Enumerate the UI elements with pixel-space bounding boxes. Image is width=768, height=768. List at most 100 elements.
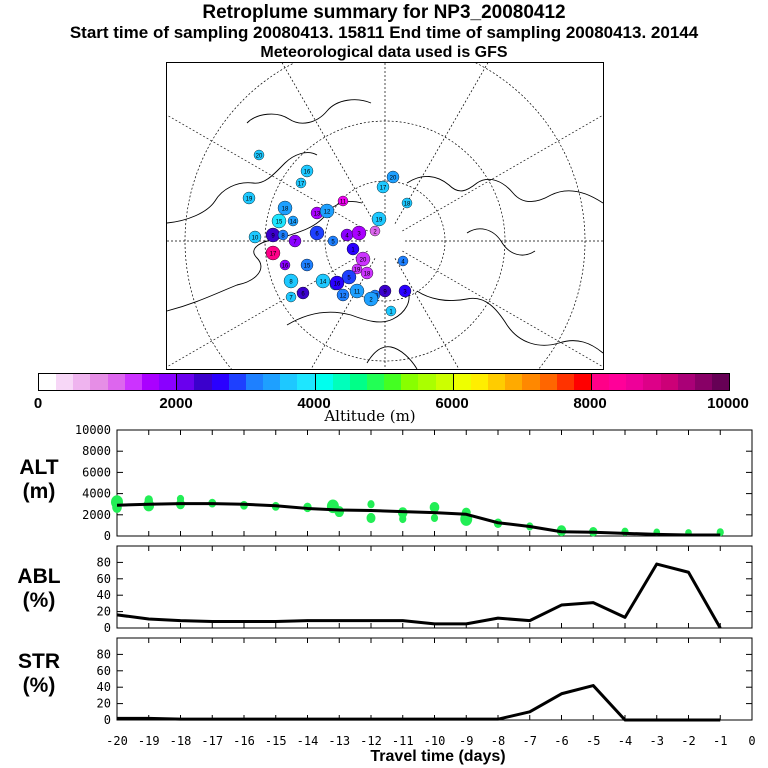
y-tick-label: 20 <box>97 605 111 619</box>
y-tick-label: 8000 <box>82 444 111 458</box>
y-tick-label: 0 <box>104 529 111 543</box>
str-unit: (%) <box>22 674 56 697</box>
coastline <box>416 290 603 354</box>
plume-center-marker <box>288 234 302 248</box>
plume-day-label: 15 <box>276 220 283 226</box>
x-tick-label: -20 <box>106 734 128 748</box>
altitude-scatter-point <box>334 506 345 518</box>
alt-series-line <box>116 502 721 537</box>
colorbar-segment <box>245 374 264 390</box>
colorbar-segment <box>39 374 57 390</box>
x-tick-label: -18 <box>170 734 192 748</box>
plume-day-label: 3 <box>357 232 361 238</box>
colorbar-segment <box>194 374 212 390</box>
plume-center-marker <box>300 258 314 272</box>
y-tick-label: 60 <box>97 572 111 586</box>
plume-day-label: 1 <box>351 248 355 254</box>
colorbar-segment <box>107 374 125 390</box>
colorbar-segment <box>539 374 557 390</box>
plume-center-marker <box>376 180 390 194</box>
y-tick-label: 20 <box>97 697 111 711</box>
plume-center-marker <box>360 266 374 280</box>
plume-center-marker <box>265 245 281 261</box>
plume-day-label: 6 <box>315 232 319 238</box>
x-tick-label: -9 <box>459 734 473 748</box>
plume-center-marker <box>296 286 310 300</box>
x-tick-label: -16 <box>233 734 255 748</box>
colorbar-segment <box>573 374 592 390</box>
x-tick-label: -4 <box>618 734 632 748</box>
altitude-scatter-point <box>430 513 439 523</box>
colorbar-segment <box>56 374 74 390</box>
meridian-line <box>402 114 603 232</box>
colorbar-segment <box>211 374 229 390</box>
plume-center-marker <box>371 211 387 227</box>
x-tick-label: -7 <box>523 734 537 748</box>
y-tick-label: 60 <box>97 664 111 678</box>
abl-plot-frame <box>116 545 753 629</box>
plume-day-label: 20 <box>256 154 263 160</box>
colorbar-segment <box>505 374 523 390</box>
colorbar-segment <box>159 374 178 390</box>
colorbar-segment <box>73 374 91 390</box>
colorbar-segment <box>643 374 661 390</box>
plume-day-label: 17 <box>270 252 277 258</box>
plume-day-label: 14 <box>320 280 327 286</box>
plume-day-label: 8 <box>289 280 293 286</box>
y-tick-label: 10000 <box>75 423 111 437</box>
plume-center-marker <box>378 284 392 298</box>
y-tick-label: 80 <box>97 647 111 661</box>
plume-center-marker <box>349 283 365 299</box>
meridian-line <box>402 250 603 368</box>
plume-day-label: 9 <box>383 290 387 296</box>
coastline <box>366 346 418 369</box>
plume-day-label: 17 <box>380 186 387 192</box>
altitude-colorbar <box>38 373 730 391</box>
plume-center-marker <box>315 273 331 289</box>
x-tick-label: -12 <box>360 734 382 748</box>
x-tick-label: -5 <box>586 734 600 748</box>
plume-center-marker <box>341 269 357 285</box>
coastline <box>406 176 603 204</box>
colorbar-tick-label: 10000 <box>707 395 749 412</box>
x-tick-label: -3 <box>650 734 664 748</box>
plume-day-label: 7 <box>293 240 297 246</box>
altitude-scatter-point <box>367 500 375 509</box>
plume-day-label: 19 <box>354 268 361 274</box>
plume-day-label: 3 <box>403 290 407 296</box>
page-title: Retroplume summary for NP3_20080412 <box>202 2 566 23</box>
colorbar-segment <box>90 374 108 390</box>
colorbar-segment <box>435 374 454 390</box>
altitude-scatter-point <box>399 514 407 524</box>
colorbar-tick-label: 6000 <box>435 395 469 412</box>
plume-center-marker <box>277 229 289 241</box>
y-tick-label: 6000 <box>82 465 111 479</box>
abl-panel-label: ABL (%) <box>4 565 74 613</box>
plume-day-label: 7 <box>289 296 293 302</box>
x-tick-label: -1 <box>713 734 727 748</box>
abl-unit: (%) <box>22 589 56 612</box>
plume-center-marker <box>285 291 297 303</box>
colorbar-segment <box>366 374 385 390</box>
colorbar-segment <box>297 374 316 390</box>
x-tick-label: -19 <box>138 734 160 748</box>
plume-day-label: 4 <box>345 234 349 240</box>
plume-day-label: 19 <box>246 197 253 203</box>
colorbar-segment <box>694 374 713 390</box>
x-axis-label: Travel time (days) <box>370 748 506 765</box>
colorbar-segment <box>660 374 678 390</box>
y-tick-label: 80 <box>97 555 111 569</box>
x-tick-label: -11 <box>392 734 414 748</box>
x-tick-label: 0 <box>748 734 755 748</box>
coastline <box>286 288 410 326</box>
colorbar-segment <box>712 374 730 390</box>
plume-day-label: 18 <box>282 207 289 213</box>
plume-center-marker <box>253 149 265 161</box>
plume-day-label: 12 <box>324 210 331 216</box>
colorbar-segment <box>592 374 610 390</box>
y-tick-label: 2000 <box>82 508 111 522</box>
plume-center-marker <box>271 213 287 229</box>
plume-center-marker <box>327 235 339 247</box>
x-tick-label: -14 <box>297 734 319 748</box>
